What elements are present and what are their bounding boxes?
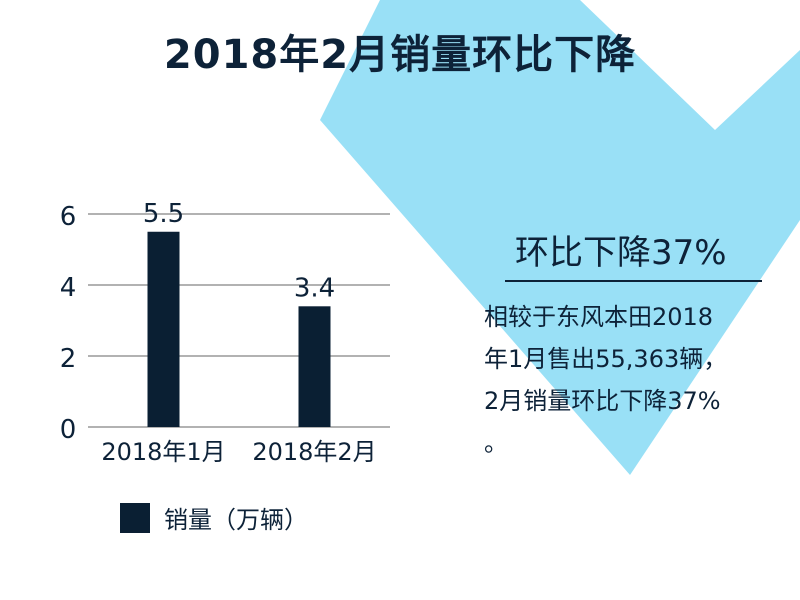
- bar: [298, 306, 331, 427]
- description-line: 相较于东风本田2018: [484, 303, 714, 331]
- data-label: 3.4: [294, 273, 335, 303]
- x-tick-label: 2018年2月: [252, 438, 376, 466]
- description-line: 年1月售出55,363辆，: [484, 345, 728, 373]
- legend-swatch: [120, 502, 150, 533]
- description: 相较于东风本田2018 年1月售出55,363辆， 2月销量环比下降37% 。: [484, 296, 784, 464]
- page-title: 2018年2月销量环比下降: [163, 32, 637, 78]
- y-tick-label: 0: [60, 415, 77, 445]
- headline-underline: [505, 280, 762, 282]
- chevron-shape: [320, 0, 800, 475]
- y-tick-label: 6: [60, 202, 77, 232]
- y-tick-label: 2: [60, 344, 77, 374]
- bar: [147, 231, 180, 427]
- description-line: 。: [484, 429, 508, 457]
- data-label: 5.5: [143, 199, 184, 229]
- legend-label: 销量（万辆）: [164, 506, 308, 534]
- y-tick-label: 4: [60, 273, 77, 303]
- headline: 环比下降37%: [515, 233, 727, 273]
- x-tick-label: 2018年1月: [101, 438, 225, 466]
- legend: 销量（万辆）: [120, 500, 308, 535]
- description-line: 2月销量环比下降37%: [484, 387, 721, 415]
